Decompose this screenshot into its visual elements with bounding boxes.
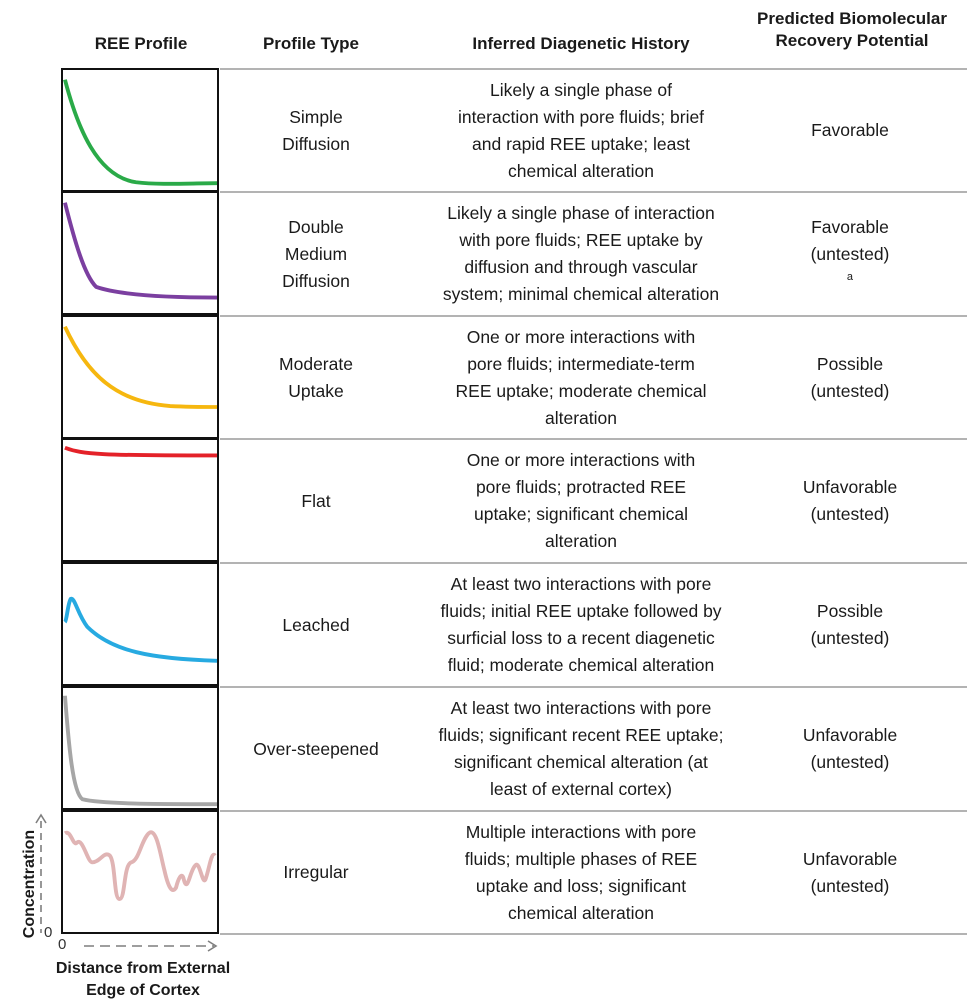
recovery-cell: Possible (untested) [810, 601, 890, 648]
header-profile-type: Profile Type [262, 34, 360, 53]
row-divider [220, 933, 967, 935]
x-axis-label-line2: Edge of Cortex [86, 982, 200, 999]
header-recovery-line2: Recovery Potential [775, 31, 929, 50]
profile-curve [63, 325, 217, 409]
profile-graph-simple-diffusion [61, 68, 219, 192]
profile-type-cell: Irregular [283, 862, 349, 882]
header-recovery-line1: Predicted Biomolecular [757, 9, 947, 28]
profile-curve [63, 202, 217, 300]
header-recovery-potential: Predicted Biomolecular Recovery Potentia… [727, 8, 967, 52]
recovery-cell: Favorable [811, 120, 889, 140]
profile-curve [63, 596, 217, 663]
history-cell: At least two interactions with pore fluid… [438, 698, 724, 799]
row-divider [220, 315, 967, 317]
origin-label-y: 0 [44, 924, 53, 941]
history-cell: Likely a single phase of interaction with… [442, 203, 720, 304]
profile-type-cell: Moderate Uptake [279, 353, 353, 401]
profile-curve [63, 695, 217, 807]
y-axis-label: Concentration [21, 829, 38, 939]
header-ree-profile: REE Profile [94, 34, 188, 53]
profile-type-cell: Double Medium Diffusion [282, 216, 350, 291]
profile-type-cell: Flat [301, 490, 331, 511]
row-divider [220, 68, 967, 70]
profile-type-cell: Simple Diffusion [282, 106, 350, 154]
profile-graph-over-steepened [61, 686, 219, 810]
history-cell: At least two interactions with pore fluid… [440, 574, 722, 675]
row-divider [220, 191, 967, 193]
y-axis-arrow [35, 813, 47, 933]
recovery-cell: Possible (untested) [810, 353, 890, 401]
row-divider [220, 686, 967, 688]
row-divider [220, 562, 967, 564]
recovery-cell: Favorable (untested) a [810, 216, 890, 283]
history-cell: One or more interactions with pore fluids… [455, 326, 707, 428]
footnote-marker: a [846, 270, 854, 283]
profile-type-cell: Leached [282, 614, 350, 635]
recovery-cell: Unfavorable (untested) [802, 848, 898, 896]
origin-label-x: 0 [58, 936, 67, 953]
x-axis-label-line1: Distance from External [55, 960, 231, 977]
profile-curve [64, 445, 217, 458]
profile-graph-moderate-uptake [61, 315, 219, 439]
x-axis-arrow [84, 939, 224, 953]
recovery-cell: Unfavorable (untested) [802, 477, 898, 524]
row-divider [220, 810, 967, 812]
profile-graph-double-medium-diffusion [61, 191, 219, 315]
profile-graph-irregular [61, 810, 219, 934]
history-cell: One or more interactions with pore fluids… [466, 450, 696, 551]
profile-curve [63, 79, 217, 186]
header-diagenetic-history: Inferred Diagenetic History [472, 34, 690, 53]
profile-graph-leached [61, 562, 219, 686]
profile-graph-flat [61, 438, 219, 562]
profile-type-cell: Over-steepened [253, 738, 379, 759]
history-cell: Likely a single phase of interaction with… [457, 79, 705, 181]
profile-curve [63, 830, 217, 902]
x-axis-label: Distance from External Edge of Cortex [38, 958, 248, 1002]
recovery-cell: Unfavorable (untested) [802, 725, 898, 772]
history-cell: Multiple interactions with pore fluids; m… [464, 821, 698, 923]
row-divider [220, 438, 967, 440]
